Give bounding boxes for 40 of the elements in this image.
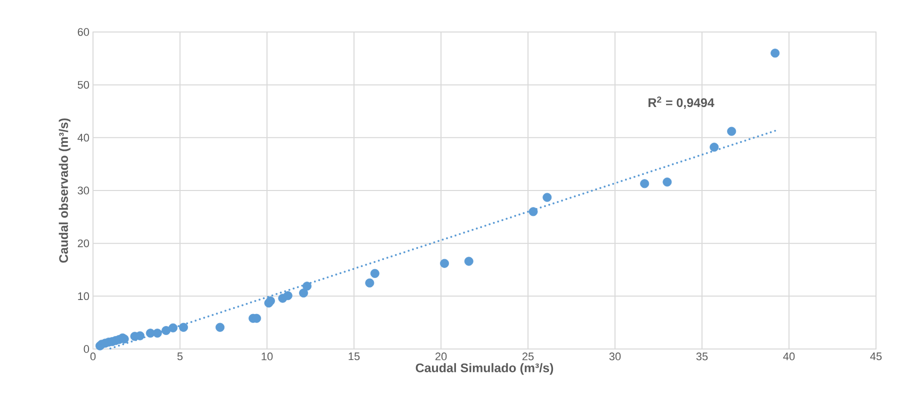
point — [464, 256, 474, 266]
point — [542, 192, 552, 202]
x-tick-label: 30 — [609, 352, 621, 360]
point — [302, 282, 312, 291]
x-tick-label: 0 — [90, 352, 96, 360]
point — [770, 48, 780, 58]
x-tick-label: 15 — [348, 352, 360, 360]
point — [216, 322, 225, 332]
point — [365, 278, 374, 288]
x-tick-label: 35 — [696, 352, 708, 360]
x-tick-label: 45 — [870, 352, 882, 360]
y-tick-label: 40 — [78, 134, 90, 142]
point — [440, 258, 449, 268]
x-tick-label: 5 — [177, 352, 183, 360]
point — [168, 323, 178, 332]
y-tick-label: 20 — [78, 239, 90, 248]
x-tick-label: 25 — [522, 352, 534, 360]
y-tick-label: 30 — [78, 186, 90, 194]
point — [640, 179, 650, 188]
x-tick-label: 40 — [783, 352, 795, 360]
x-axis-title: Caudal Simulado (m³/s) — [416, 363, 554, 375]
x-tick-label: 10 — [262, 352, 273, 360]
point — [370, 268, 380, 278]
point — [727, 126, 736, 136]
point — [283, 291, 292, 300]
annotation: R$^{2}$ = 0,9494 — [648, 96, 714, 109]
y-tick-label: 50 — [78, 80, 90, 89]
point — [162, 326, 171, 336]
point — [528, 207, 538, 216]
point — [152, 328, 162, 338]
point — [299, 288, 308, 298]
y-axis-title: Caudal observado (m³/s) — [58, 118, 70, 263]
point — [662, 178, 672, 187]
y-tick-label: 0 — [84, 345, 90, 353]
point — [266, 296, 275, 306]
point — [178, 322, 188, 332]
point — [710, 142, 719, 152]
y-tick-label: 60 — [78, 28, 90, 36]
y-tick-label: 10 — [78, 292, 90, 300]
x-tick-label: 20 — [435, 352, 447, 360]
